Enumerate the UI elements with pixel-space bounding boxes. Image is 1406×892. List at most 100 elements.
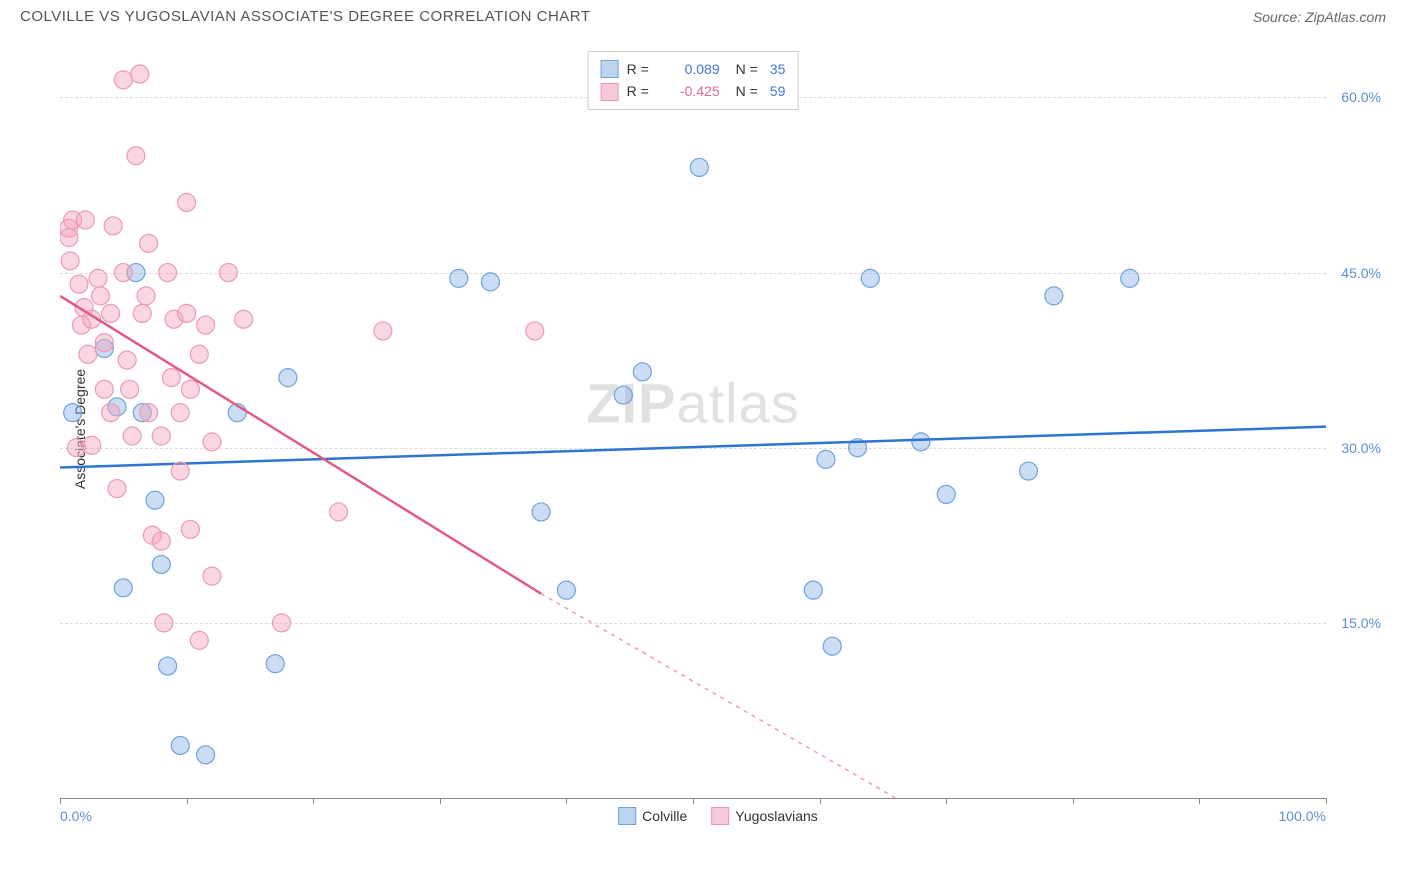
data-point [83,436,101,454]
legend-r-value: 0.089 [665,58,720,80]
data-point [146,491,164,509]
x-tick [187,798,188,804]
data-point [1045,287,1063,305]
legend-r-label: R = [627,80,657,102]
plot-area: ZIPatlas 15.0%30.0%45.0%60.0% 0.0% 100.0… [60,39,1326,799]
data-point [64,404,82,422]
legend-n-label: N = [736,80,758,102]
y-tick-label: 15.0% [1341,615,1381,631]
data-point [102,304,120,322]
x-tick [440,798,441,804]
data-point [70,275,88,293]
legend-swatch [601,83,619,101]
data-point [203,567,221,585]
trend-line-extension [541,594,895,798]
data-point [937,485,955,503]
data-point [92,287,110,305]
data-point [178,304,196,322]
data-point [114,71,132,89]
x-tick [1073,798,1074,804]
data-point [266,655,284,673]
data-point [557,581,575,599]
data-point [171,462,189,480]
data-point [162,369,180,387]
legend-n-value: 35 [770,58,786,80]
data-point [235,310,253,328]
x-tick [946,798,947,804]
legend-n-value: 59 [770,80,786,102]
legend-series: Colville Yugoslavians [618,807,818,825]
data-point [133,304,151,322]
data-point [155,614,173,632]
legend-swatch [601,60,619,78]
data-point [374,322,392,340]
data-point [450,269,468,287]
data-point [197,746,215,764]
data-point [804,581,822,599]
legend-swatch [618,807,636,825]
legend-swatch [711,807,729,825]
x-tick [566,798,567,804]
data-point [181,520,199,538]
y-tick-label: 30.0% [1341,440,1381,456]
data-point [123,427,141,445]
x-tick [60,798,61,804]
data-point [279,369,297,387]
data-point [152,532,170,550]
data-point [1121,269,1139,287]
data-point [152,427,170,445]
data-point [114,579,132,597]
data-point [273,614,291,632]
data-point [690,158,708,176]
data-point [76,211,94,229]
legend-row: R = 0.089 N = 35 [601,58,786,80]
data-point [121,380,139,398]
data-point [102,404,120,422]
x-axis-min-label: 0.0% [60,808,92,824]
data-point [817,450,835,468]
data-point [159,657,177,675]
chart-header: COLVILLE VS YUGOSLAVIAN ASSOCIATE'S DEGR… [0,0,1406,29]
data-point [95,380,113,398]
data-point [912,433,930,451]
trend-line [60,427,1326,468]
legend-series-label: Yugoslavians [735,808,818,824]
data-point [861,269,879,287]
legend-row: R = -0.425 N = 59 [601,80,786,102]
legend-series-item: Colville [618,807,687,825]
x-tick [820,798,821,804]
chart-container: Associate's Degree ZIPatlas 15.0%30.0%45… [50,29,1386,829]
data-point [60,229,78,247]
plot-svg [60,39,1326,798]
data-point [330,503,348,521]
x-tick [1326,798,1327,804]
data-point [108,480,126,498]
data-point [79,345,97,363]
legend-series-item: Yugoslavians [711,807,818,825]
legend-correlation: R = 0.089 N = 35 R = -0.425 N = 59 [588,51,799,110]
data-point [140,234,158,252]
data-point [190,631,208,649]
data-point [61,252,79,270]
data-point [614,386,632,404]
data-point [104,217,122,235]
data-point [633,363,651,381]
data-point [197,316,215,334]
legend-r-label: R = [627,58,657,80]
x-axis-max-label: 100.0% [1279,808,1326,824]
data-point [159,264,177,282]
data-point [219,264,237,282]
source-label: Source: ZipAtlas.com [1253,9,1386,25]
data-point [127,147,145,165]
data-point [1019,462,1037,480]
data-point [526,322,544,340]
data-point [823,637,841,655]
data-point [171,736,189,754]
data-point [89,269,107,287]
x-tick [693,798,694,804]
data-point [181,380,199,398]
data-point [178,193,196,211]
data-point [137,287,155,305]
data-point [140,404,158,422]
legend-series-label: Colville [642,808,687,824]
